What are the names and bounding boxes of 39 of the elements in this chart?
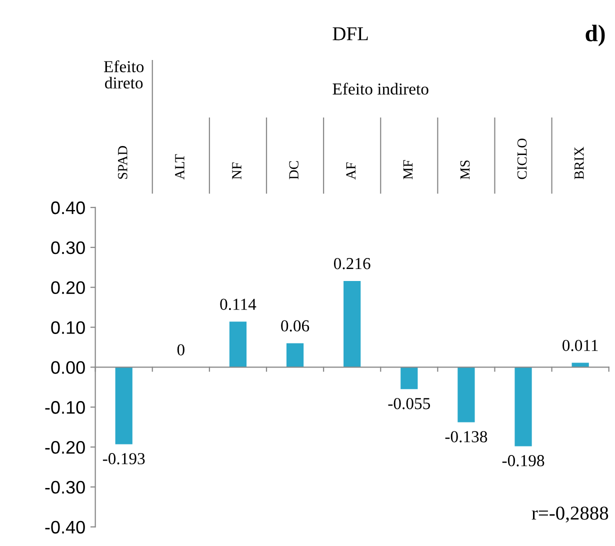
text: d) [586, 24, 605, 46]
y-tick-label: -0.30 [45, 480, 85, 494]
text: Efeito direto [104, 60, 144, 89]
bar [344, 280, 361, 368]
y-tick-label: 0.10 [51, 321, 85, 334]
data-label: -0.055 [388, 398, 430, 410]
data-label: -0.138 [445, 431, 488, 442]
y-tick-label: 0.30 [51, 241, 85, 254]
y-tick-label: 0.20 [51, 281, 85, 294]
x-tick-label: MF [403, 160, 412, 180]
x-tick-label: BRIX [574, 146, 584, 180]
x-tick-label: ALT [175, 154, 184, 180]
x-tick-label: MS [460, 160, 470, 180]
bar [458, 367, 475, 422]
data-label: 0.06 [281, 320, 310, 332]
data-label: 0 [177, 344, 184, 356]
y-tick-label: -0.40 [45, 520, 85, 534]
data-label: 0.011 [562, 340, 598, 352]
data-label: 0.114 [220, 298, 256, 310]
bar [400, 367, 418, 390]
x-tick-label: AF [346, 162, 356, 180]
y-tick-label: -0.20 [45, 440, 85, 454]
x-tick-label: CICLO [517, 138, 527, 180]
bar [286, 343, 304, 368]
data-label: -0.193 [102, 453, 145, 464]
x-tick-label: NF [232, 162, 242, 180]
data-label: 0.216 [334, 258, 370, 270]
y-tick-label: 0.00 [51, 361, 85, 374]
y-tick-label: -0.10 [45, 401, 85, 414]
chart-title: DFL [332, 27, 368, 40]
y-tick-label: 0.40 [51, 201, 85, 214]
x-tick-label: SPAD [118, 146, 128, 179]
text: Efeito indireto [332, 82, 428, 95]
data-label: -0.198 [502, 455, 544, 466]
bar [514, 367, 532, 446]
x-tick-label: DC [289, 161, 299, 180]
annotation: r=-0,2888 [532, 506, 608, 523]
bar [229, 322, 247, 368]
bar [115, 367, 132, 444]
